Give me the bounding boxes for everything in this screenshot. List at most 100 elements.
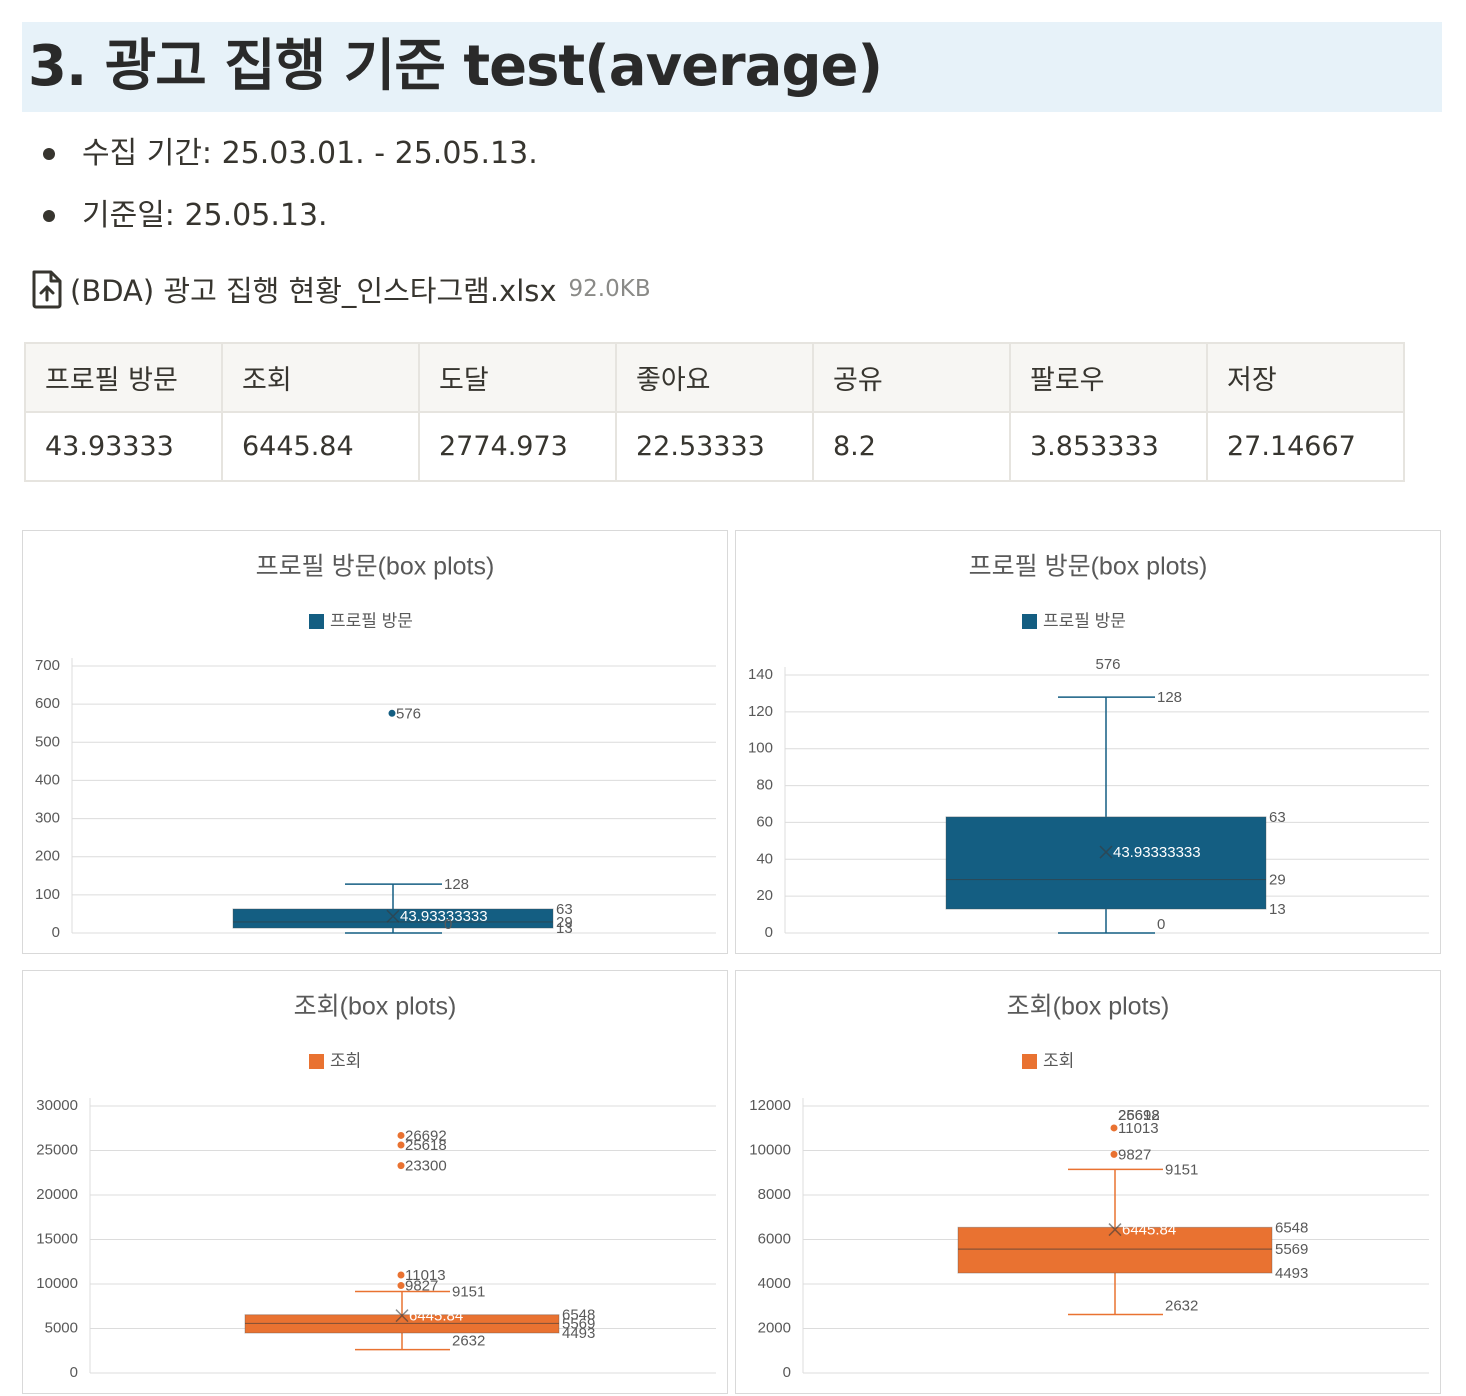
y-tick-label: 20 — [756, 887, 773, 904]
box-plot-svg: 조회(box plots) 조회 0 2000 4000 6000 8000 10000 120… — [735, 970, 1441, 1394]
table-header-row: 프로필 방문 조회 도달 좋아요 공유 팔로우 저장 — [24, 342, 1405, 413]
min-label: 2632 — [452, 1333, 485, 1350]
collection-period: 수집 기간: 25.03.01. - 25.05.13. — [40, 128, 538, 190]
mean-label: 6445.84 — [1122, 1222, 1176, 1239]
y-tick-label: 120 — [748, 703, 773, 720]
table-header-cell: 프로필 방문 — [24, 342, 223, 413]
chart-title: 프로필 방문(box plots) — [256, 553, 495, 581]
q1-label: 4493 — [562, 1325, 595, 1342]
table-cell: 27.14667 — [1206, 411, 1405, 482]
outlier-label: 23300 — [405, 1158, 447, 1175]
y-tick-label: 40 — [756, 850, 773, 867]
chart-views-zoomed: 조회(box plots) 조회 0 2000 4000 6000 8000 10000 120… — [735, 970, 1441, 1394]
q3-label: 6548 — [1275, 1219, 1308, 1236]
attachment-file[interactable]: (BDA) 광고 집행 현황_인스타그램.xlsx 92.0KB — [30, 262, 651, 316]
max-label: 128 — [444, 876, 469, 893]
y-tick-label: 300 — [35, 810, 60, 827]
chart-profile-visits-full: 프로필 방문(box plots) 프로필 방문 0 100 200 300 400 500 6… — [22, 530, 728, 954]
table-header-cell: 좋아요 — [615, 342, 814, 413]
y-tick-label: 2000 — [758, 1319, 791, 1336]
legend-label: 조회 — [1043, 1051, 1074, 1070]
max-label: 9151 — [452, 1284, 485, 1301]
legend-label: 조회 — [330, 1051, 361, 1070]
y-tick-label: 25000 — [36, 1141, 78, 1158]
y-tick-label: 60 — [756, 813, 773, 830]
y-tick-label: 400 — [35, 771, 60, 788]
table-row: 43.93333 6445.84 2774.973 22.53333 8.2 3… — [24, 411, 1405, 482]
table-header-cell: 도달 — [418, 342, 617, 413]
outlier-point — [397, 1141, 405, 1149]
min-label: 0 — [444, 916, 452, 933]
mean-marker — [1108, 1223, 1122, 1237]
box-plot-svg: 조회(box plots) 조회 0 5000 10000 15000 20000 25000… — [22, 970, 728, 1394]
outlier-label: 11013 — [1118, 1120, 1159, 1137]
chart-frame — [735, 970, 1441, 1394]
min-label: 2632 — [1165, 1297, 1198, 1314]
outlier-label: 25618 — [1118, 1107, 1160, 1124]
chart-title: 조회(box plots) — [1007, 993, 1170, 1021]
info-list: 수집 기간: 25.03.01. - 25.05.13. 기준일: 25.05.… — [40, 128, 538, 252]
outlier-label: 576 — [1095, 656, 1120, 673]
outlier-label: 9827 — [1118, 1146, 1151, 1163]
table-cell: 22.53333 — [615, 411, 814, 482]
y-tick-label: 700 — [35, 657, 60, 674]
outlier-point — [397, 1162, 405, 1170]
y-tick-label: 4000 — [758, 1275, 791, 1292]
outlier-label: 25618 — [405, 1137, 447, 1154]
stats-table: 프로필 방문 조회 도달 좋아요 공유 팔로우 저장 43.93333 6445… — [24, 342, 1405, 482]
legend-swatch — [309, 614, 324, 629]
y-tick-label: 140 — [748, 666, 773, 683]
box-plot-svg: 프로필 방문(box plots) 프로필 방문 0 20 40 60 80 100 120 14… — [735, 530, 1441, 954]
y-tick-label: 0 — [70, 1364, 78, 1381]
table-header-cell: 팔로우 — [1009, 342, 1208, 413]
median-label: 5569 — [562, 1315, 595, 1332]
y-tick-label: 15000 — [36, 1230, 78, 1247]
q1-label: 13 — [556, 920, 573, 937]
file-upload-icon — [32, 270, 62, 309]
legend-swatch — [1022, 614, 1037, 629]
mean-marker — [386, 909, 400, 923]
y-tick-label: 500 — [35, 733, 60, 750]
q3-label: 63 — [556, 901, 573, 918]
y-tick-label: 12000 — [749, 1097, 791, 1114]
table-header-cell: 저장 — [1206, 342, 1405, 413]
outlier-label: 11013 — [405, 1267, 446, 1284]
table-header-cell: 조회 — [221, 342, 420, 413]
y-tick-label: 5000 — [45, 1319, 78, 1336]
outlier-point — [397, 1282, 405, 1290]
outlier-point — [397, 1271, 405, 1279]
mean-label: 43.93333333 — [1113, 844, 1201, 861]
outlier-label: 9827 — [405, 1278, 438, 1295]
y-tick-label: 20000 — [36, 1186, 78, 1203]
q3-label: 6548 — [562, 1307, 595, 1324]
median-label: 29 — [556, 914, 573, 931]
iqr-box — [957, 1226, 1273, 1274]
y-tick-label: 100 — [748, 740, 773, 757]
q1-label: 4493 — [1275, 1265, 1308, 1282]
iqr-box — [945, 816, 1267, 910]
y-tick-label: 80 — [756, 777, 773, 794]
reference-date: 기준일: 25.05.13. — [40, 190, 538, 252]
table-cell: 2774.973 — [418, 411, 617, 482]
max-label: 9151 — [1165, 1161, 1198, 1178]
attachment-name[interactable]: (BDA) 광고 집행 현황_인스타그램.xlsx — [70, 274, 557, 308]
max-label: 128 — [1157, 689, 1182, 706]
y-tick-label: 0 — [783, 1364, 791, 1381]
table-header-cell: 공유 — [812, 342, 1011, 413]
mean-label: 6445.84 — [409, 1308, 463, 1325]
y-tick-label: 10000 — [36, 1275, 78, 1292]
table-cell: 6445.84 — [221, 411, 420, 482]
outlier-label: 26692 — [405, 1127, 447, 1144]
y-tick-label: 8000 — [758, 1186, 791, 1203]
legend-label: 프로필 방문 — [1043, 611, 1126, 630]
y-tick-label: 6000 — [758, 1230, 791, 1247]
outlier-point — [397, 1131, 405, 1139]
q3-label: 63 — [1269, 809, 1286, 826]
table-cell: 43.93333 — [24, 411, 223, 482]
y-tick-label: 10000 — [749, 1141, 791, 1158]
y-tick-label: 200 — [35, 848, 60, 865]
min-label: 0 — [1157, 916, 1165, 933]
chart-title: 조회(box plots) — [294, 993, 457, 1021]
box-plot-svg: 프로필 방문(box plots) 프로필 방문 0 100 200 300 400 500 6… — [22, 530, 728, 954]
y-tick-label: 0 — [765, 924, 773, 941]
